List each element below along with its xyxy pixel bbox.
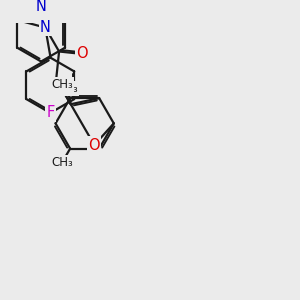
Text: CH₃: CH₃	[51, 78, 73, 91]
Text: O: O	[88, 137, 100, 152]
Text: CH₃: CH₃	[57, 82, 78, 95]
Text: N: N	[40, 20, 51, 35]
Text: N: N	[36, 0, 46, 14]
Text: CH₃: CH₃	[51, 156, 73, 169]
Text: F: F	[46, 105, 54, 120]
Text: O: O	[76, 46, 88, 62]
